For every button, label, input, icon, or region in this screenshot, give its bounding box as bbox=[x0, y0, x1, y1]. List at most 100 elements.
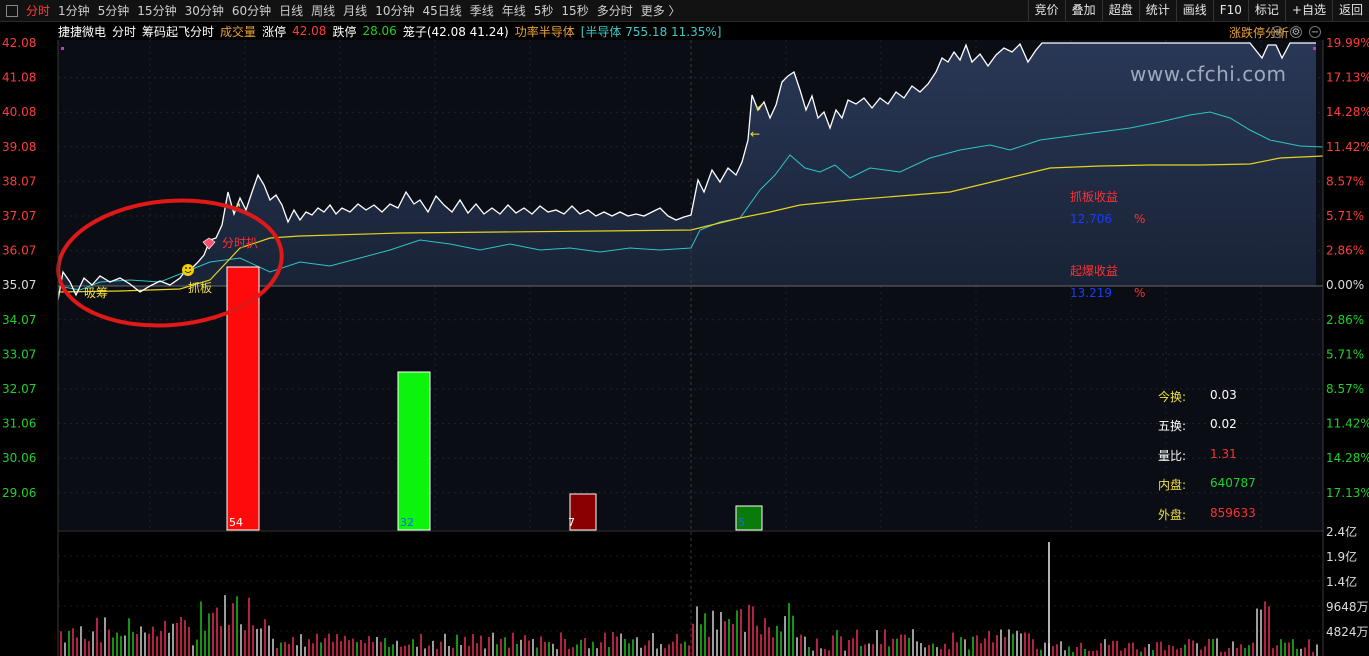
limit-up-value: 42.08 bbox=[292, 24, 327, 38]
zhuaban-label: 抓板 bbox=[188, 281, 212, 295]
tool-mark[interactable]: 标记 bbox=[1247, 0, 1285, 21]
inner-volume-label: 内盘: bbox=[1158, 478, 1187, 492]
period-tab-60min[interactable]: 60分钟 bbox=[231, 4, 272, 18]
period-tab-multi[interactable]: 多分时 bbox=[596, 4, 633, 18]
bar-4-count: 5 bbox=[738, 516, 745, 529]
sector-detail[interactable]: [半导体 755.18 11.35%] bbox=[580, 24, 722, 39]
tool-back[interactable]: 返回 bbox=[1331, 0, 1369, 21]
outer-volume-label: 外盘: bbox=[1158, 508, 1187, 522]
price-tick: 31.06 bbox=[2, 417, 36, 431]
limit-down-value: 28.06 bbox=[362, 24, 397, 38]
bar-3-count: 7 bbox=[568, 516, 575, 529]
mode-label: 分时 bbox=[112, 24, 137, 39]
percent-tick: 5.71% bbox=[1326, 209, 1364, 223]
price-tick: 30.06 bbox=[2, 451, 36, 465]
price-tick: 34.07 bbox=[2, 313, 36, 327]
turnover-today-value: 0.03 bbox=[1210, 388, 1237, 402]
percent-tick: 8.57% bbox=[1326, 382, 1364, 396]
period-tab-5sec[interactable]: 5秒 bbox=[533, 4, 554, 18]
percent-tick: 14.28% bbox=[1326, 451, 1369, 465]
xizhu-label: 吸筹 bbox=[84, 286, 108, 300]
settings-icon[interactable]: ⚙ bbox=[1290, 26, 1302, 38]
stock-name[interactable]: 捷捷微电 bbox=[58, 24, 107, 39]
minus-icon[interactable]: − bbox=[1309, 26, 1321, 38]
inner-volume-value: 640787 bbox=[1210, 476, 1256, 490]
percent-tick: 5.71% bbox=[1326, 347, 1364, 361]
period-tab-5min[interactable]: 5分钟 bbox=[97, 4, 130, 18]
price-tick: 29.06 bbox=[2, 486, 36, 500]
tool-draw[interactable]: 画线 bbox=[1175, 0, 1213, 21]
price-tick: 40.08 bbox=[2, 105, 36, 119]
period-toolbar: 分时 1分钟 5分钟 15分钟 30分钟 60分钟 日线 周线 月线 10分钟 … bbox=[0, 0, 1369, 22]
period-tab-fenshi[interactable]: 分时 bbox=[26, 4, 51, 18]
period-tab-week[interactable]: 周线 bbox=[311, 4, 336, 18]
volume-tick: 2.4亿 bbox=[1326, 524, 1357, 539]
tool-f10[interactable]: F10 bbox=[1212, 0, 1248, 21]
tool-add-watchlist[interactable]: +自选 bbox=[1284, 0, 1332, 21]
price-tick: 38.07 bbox=[2, 174, 36, 188]
marker-dot-right bbox=[1313, 47, 1316, 50]
tool-auction[interactable]: 竞价 bbox=[1027, 0, 1065, 21]
fenshi-zhuaban-label: 分时扒 bbox=[222, 236, 258, 250]
volume-tick: 9648万 bbox=[1326, 600, 1369, 614]
volume-tick: 4824万 bbox=[1326, 625, 1369, 639]
percent-tick: 17.13% bbox=[1326, 71, 1369, 85]
percent-tick: 0.00% bbox=[1326, 278, 1364, 292]
bar-2-count: 32 bbox=[400, 516, 414, 529]
percent-tick: 2.86% bbox=[1326, 244, 1364, 258]
volume-axis: 2.4亿 1.9亿 1.4亿 9648万 4824万 bbox=[1326, 524, 1369, 639]
zhuaban-return-pct: % bbox=[1134, 212, 1146, 226]
period-tab-day[interactable]: 日线 bbox=[279, 4, 304, 18]
volume-bars bbox=[60, 542, 1318, 656]
tool-overlay[interactable]: 叠加 bbox=[1064, 0, 1102, 21]
price-axis: 42.08 41.08 40.08 39.08 38.07 37.07 36.07 35.07… bbox=[2, 36, 36, 500]
right-toolbar: 竞价 叠加 超盘 统计 画线 F10 标记 +自选 返回 bbox=[1027, 0, 1369, 21]
arrow-left-icon: ← bbox=[750, 127, 760, 141]
qibao-return-pct: % bbox=[1134, 286, 1146, 300]
period-tab-10min[interactable]: 10分钟 bbox=[375, 4, 415, 18]
limit-up-label: 涨停 bbox=[262, 24, 287, 39]
period-tab-month[interactable]: 月线 bbox=[343, 4, 368, 18]
price-tick: 33.07 bbox=[2, 347, 36, 361]
period-tab-more[interactable]: 更多 〉 bbox=[640, 4, 681, 18]
smiley-icon bbox=[182, 264, 194, 276]
period-tab-15min[interactable]: 15分钟 bbox=[137, 4, 177, 18]
percent-tick: 17.13% bbox=[1326, 486, 1369, 500]
period-tab-45day[interactable]: 45日线 bbox=[422, 4, 462, 18]
turnover-5day-value: 0.02 bbox=[1210, 417, 1237, 431]
diamond-icon bbox=[202, 237, 216, 250]
period-tab-quarter[interactable]: 季线 bbox=[469, 4, 494, 18]
period-tab-15sec[interactable]: 15秒 bbox=[561, 4, 589, 18]
percent-tick: 11.42% bbox=[1326, 140, 1369, 154]
indicator-label[interactable]: 筹码起飞分时 bbox=[142, 24, 215, 39]
average-price-line bbox=[57, 155, 1324, 293]
sector-label[interactable]: 功率半导体 bbox=[514, 24, 575, 39]
period-tab-year[interactable]: 年线 bbox=[501, 4, 526, 18]
watermark: www.cfchi.com bbox=[1130, 62, 1287, 86]
signal-bar-3 bbox=[569, 493, 597, 531]
limit-down-label: 跌停 bbox=[332, 24, 357, 39]
volume-tick: 1.9亿 bbox=[1326, 549, 1357, 564]
period-tab-30min[interactable]: 30分钟 bbox=[184, 4, 224, 18]
percent-tick: 14.28% bbox=[1326, 105, 1369, 119]
volume-tick: 1.4亿 bbox=[1326, 574, 1357, 589]
zhuaban-return-label: 抓板收益 bbox=[1070, 190, 1119, 204]
price-tick: 42.08 bbox=[2, 36, 36, 50]
zhuaban-return-value: 12.706 bbox=[1070, 212, 1112, 226]
outer-volume-value: 859633 bbox=[1210, 506, 1256, 520]
plus-icon[interactable]: + bbox=[1271, 26, 1283, 38]
price-area bbox=[58, 43, 1316, 300]
signal-bar-2 bbox=[397, 371, 431, 531]
percent-axis: 19.99% 17.13% 14.28% 11.42% 8.57% 5.71% 2.86% 0… bbox=[1326, 36, 1369, 500]
turnover-5day-label: 五换: bbox=[1158, 419, 1187, 433]
volume-ratio-label: 量比: bbox=[1158, 449, 1187, 463]
period-tab-1min[interactable]: 1分钟 bbox=[58, 4, 90, 18]
cage-label: 笼子(42.08 41.24) bbox=[402, 24, 509, 39]
tool-stats[interactable]: 统计 bbox=[1138, 0, 1176, 21]
arrow-down-icon: ↙ bbox=[755, 99, 765, 113]
tool-super[interactable]: 超盘 bbox=[1101, 0, 1139, 21]
price-tick: 32.07 bbox=[2, 382, 36, 396]
volume-label[interactable]: 成交量 bbox=[220, 24, 257, 39]
pin-icon[interactable] bbox=[6, 4, 18, 17]
